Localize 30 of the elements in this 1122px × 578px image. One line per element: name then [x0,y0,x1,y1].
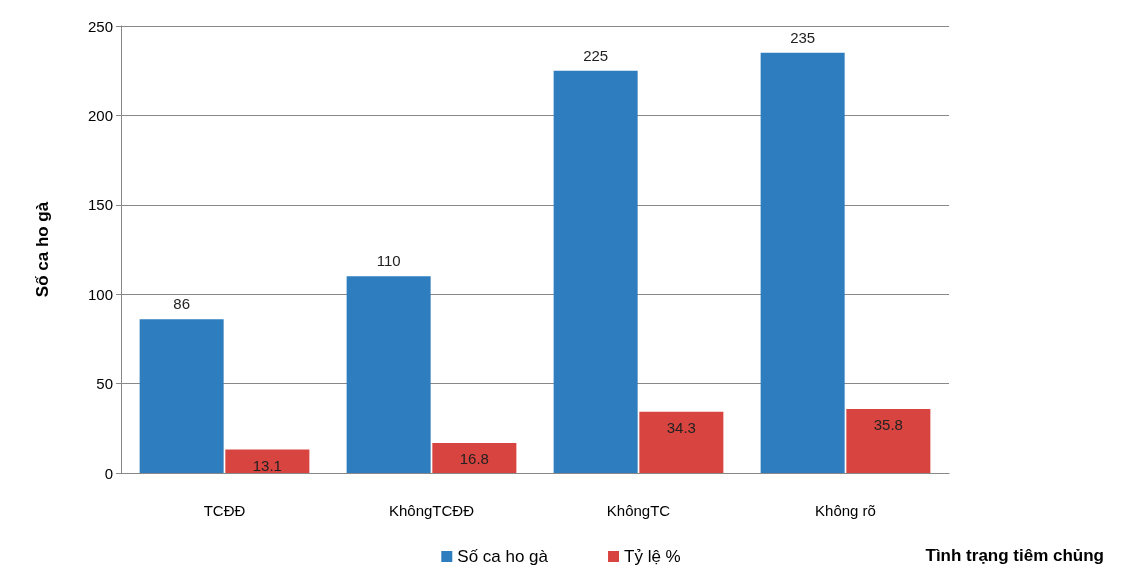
data-label: 34.3 [666,418,696,436]
bar [225,449,310,473]
data-label: 110 [376,252,401,270]
bar [553,70,638,473]
y-tick-label: 50 [96,375,113,393]
bar [639,411,724,473]
x-tick-label: Không rõ [815,502,876,519]
y-tick-label: 200 [87,106,113,124]
y-tick-label: 150 [87,196,113,214]
data-label: 225 [583,46,609,64]
data-label: 16.8 [459,449,489,467]
legend-label: Số ca ho gà [457,547,549,566]
y-tick-label: 250 [87,17,113,35]
y-axis-title: Số ca ho gà [33,201,52,298]
x-tick-label: KhôngTCĐĐ [388,502,475,519]
bar [139,319,224,473]
x-tick-label: KhôngTC [606,502,671,519]
x-tick-label: TCĐĐ [203,502,246,519]
legend-label: Tỷ lệ % [624,547,681,566]
y-tick-label: 0 [104,464,113,482]
x-axis-title: Tình trạng tiêm chủng [925,546,1105,565]
bar [346,276,431,473]
bar [760,52,845,473]
bar [846,408,931,473]
y-tick-label: 100 [87,285,113,303]
data-label: 86 [173,295,190,313]
bar [432,442,517,473]
data-label: 13.1 [252,456,282,474]
data-label: 235 [790,28,816,46]
data-label: 35.8 [873,415,903,433]
